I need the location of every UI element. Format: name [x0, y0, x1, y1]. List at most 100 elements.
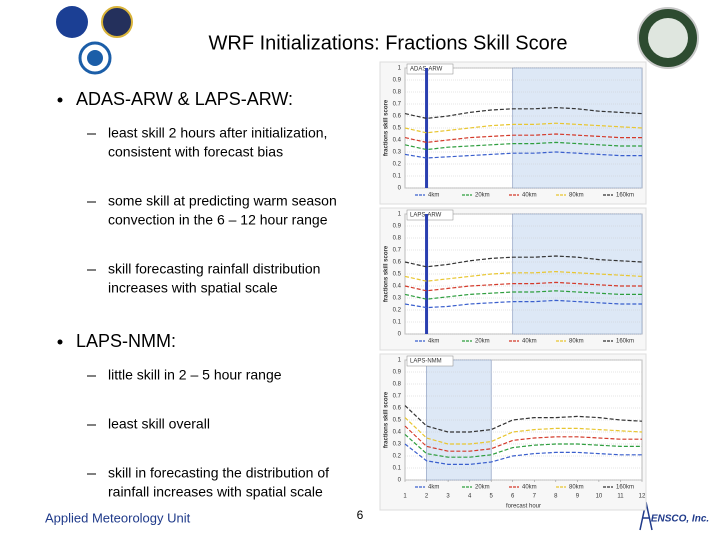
x-tick-label: 3	[446, 494, 450, 500]
y-tick-label: 0.7	[393, 394, 402, 400]
legend-label: 40km	[522, 339, 537, 345]
y-tick-label: 0.3	[393, 442, 402, 448]
y-tick-label: 0	[398, 186, 402, 192]
chart-title-box	[406, 63, 454, 75]
legend-label: 20km	[475, 193, 490, 199]
y-tick-label: 0.2	[393, 454, 402, 460]
y-tick-label: 0.2	[393, 162, 402, 168]
y-tick-label: 0	[398, 332, 402, 338]
series-line	[404, 417, 643, 445]
sub-bullet-text: some skill at predicting warm season	[108, 193, 337, 209]
y-tick-label: 0.9	[393, 224, 402, 230]
y-tick-label: 0.9	[393, 78, 402, 84]
legend-label: 40km	[522, 193, 537, 199]
chart-title-box	[406, 355, 454, 367]
series-line	[404, 255, 643, 268]
noaa-logo-center	[87, 50, 103, 66]
y-tick-label: 0.3	[393, 296, 402, 302]
series-line	[404, 425, 642, 452]
x-tick-label: 5	[490, 494, 494, 500]
x-tick-label: 2	[425, 494, 429, 500]
slide-title: WRF Initializations: Fractions Skill Sco…	[209, 32, 568, 54]
bullet-dot	[57, 339, 63, 345]
sub-bullet-text: least skill 2 hours after initialization…	[108, 125, 327, 141]
y-tick-label: 0.6	[393, 406, 402, 412]
bullet-list: ADAS-ARW & LAPS-ARW: least skill 2 hours …	[57, 89, 337, 500]
y-tick-label: 0.4	[393, 430, 402, 436]
sub-bullet-text: skill in forecasting the distribution of	[108, 465, 329, 481]
sub-bullet-text: increases with spatial scale	[108, 280, 278, 296]
series-line	[404, 281, 642, 292]
charts: 0 0.1 0.2 0.3 0.4 0.5 0.6 0.7 0.8 0.9 1 fractions s…	[379, 61, 647, 511]
legend-label: 20km	[475, 485, 490, 491]
x-tick-label: 6	[511, 494, 515, 500]
y-axis-label: fractions skill score	[384, 391, 390, 448]
x-tick-label: 4	[468, 494, 472, 500]
x-tick-label: 11	[617, 494, 624, 500]
y-tick-label: 0.5	[393, 418, 402, 424]
sub-bullet-text: skill forecasting rainfall distribution	[108, 261, 320, 277]
series-line	[404, 151, 642, 159]
y-tick-label: 0.5	[393, 126, 402, 132]
y-tick-label: 0.4	[393, 284, 402, 290]
sub-bullet-text: convection in the 6 – 12 hour range	[108, 212, 328, 228]
bullet-dot	[57, 97, 63, 103]
series-line	[404, 122, 643, 134]
y-tick-label: 1	[398, 358, 402, 364]
series-line	[404, 141, 642, 151]
bullet-text: ADAS-ARW & LAPS-ARW:	[76, 89, 293, 109]
footer-left: Applied Meteorology Unit	[45, 510, 191, 525]
y-tick-label: 0.7	[393, 248, 402, 254]
y-tick-label: 0.8	[393, 382, 402, 388]
amu-logo-center	[648, 18, 688, 58]
y-tick-label: 0.6	[393, 114, 402, 120]
y-tick-label: 0.1	[393, 320, 402, 326]
series-line	[404, 270, 643, 282]
sub-bullet-text: little skill in 2 – 5 hour range	[108, 367, 282, 383]
y-tick-label: 0.8	[393, 90, 402, 96]
chart-title: LAPS-NMM	[410, 359, 442, 365]
legend-label: 160km	[616, 485, 634, 491]
x-axis-label: forecast hour	[506, 504, 541, 510]
legend-label: 80km	[569, 485, 584, 491]
footer-logo: ENSCO, Inc.	[651, 514, 709, 525]
series-line	[404, 133, 642, 144]
y-tick-label: 0	[398, 478, 402, 484]
y-tick-label: 0.1	[393, 174, 402, 180]
y-tick-label: 0.1	[393, 466, 402, 472]
legend-label: 160km	[616, 193, 634, 199]
legend-label: 160km	[616, 339, 634, 345]
page-number: 6	[357, 508, 364, 522]
y-tick-label: 0.5	[393, 272, 402, 278]
y-tick-label: 0.9	[393, 370, 402, 376]
y-axis-label: fractions skill score	[384, 245, 390, 302]
legend-label: 80km	[569, 193, 584, 199]
legend-label: 4km	[428, 193, 439, 199]
y-tick-label: 1	[398, 66, 402, 72]
y-tick-label: 0.3	[393, 150, 402, 156]
chart-title-box	[406, 209, 454, 221]
series-line	[404, 290, 642, 300]
legend-label: 4km	[428, 485, 439, 491]
y-tick-label: 0.8	[393, 236, 402, 242]
y-tick-label: 0.6	[393, 260, 402, 266]
x-tick-label: 9	[576, 494, 580, 500]
legend-label: 80km	[569, 339, 584, 345]
x-tick-label: 8	[554, 494, 558, 500]
x-tick-label: 1	[403, 494, 407, 500]
legend-label: 4km	[428, 339, 439, 345]
y-tick-label: 0.2	[393, 308, 402, 314]
y-axis-label: fractions skill score	[384, 99, 390, 156]
y-tick-label: 0.4	[393, 138, 402, 144]
series-line	[404, 443, 642, 465]
series-line	[404, 433, 642, 458]
y-tick-label: 0.7	[393, 102, 402, 108]
legend-label: 40km	[522, 485, 537, 491]
x-tick-label: 7	[533, 494, 537, 500]
bullet-text: LAPS-NMM:	[76, 331, 176, 351]
sub-bullet-text: least skill overall	[108, 416, 210, 432]
y-tick-label: 1	[398, 212, 402, 218]
series-line	[404, 106, 643, 120]
